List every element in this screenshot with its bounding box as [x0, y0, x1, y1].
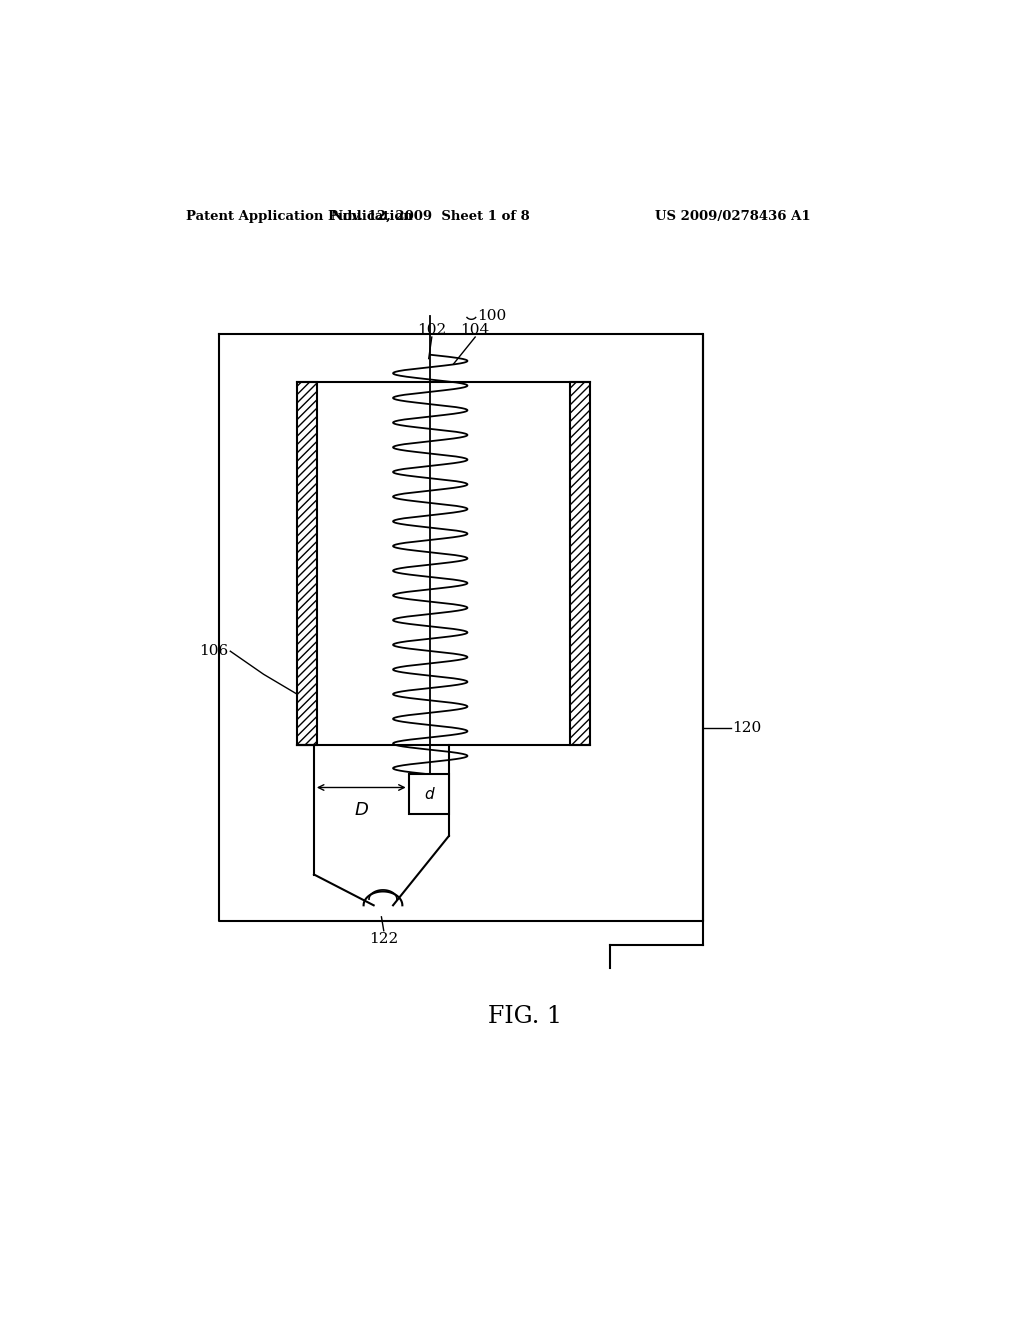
Bar — [569, 381, 590, 744]
Text: 120: 120 — [732, 721, 762, 735]
Bar — [317, 383, 569, 744]
Text: 122: 122 — [369, 932, 398, 946]
Text: d: d — [424, 787, 433, 803]
Text: 104: 104 — [461, 323, 489, 337]
Bar — [297, 381, 317, 744]
Bar — [409, 775, 449, 814]
Text: 102: 102 — [417, 323, 446, 337]
Text: Patent Application Publication: Patent Application Publication — [186, 210, 413, 223]
Text: 106: 106 — [200, 644, 228, 659]
Text: 100: 100 — [477, 309, 506, 323]
Text: D: D — [354, 801, 369, 820]
Text: Nov. 12, 2009  Sheet 1 of 8: Nov. 12, 2009 Sheet 1 of 8 — [331, 210, 529, 223]
Text: US 2009/0278436 A1: US 2009/0278436 A1 — [655, 210, 811, 223]
Text: FIG. 1: FIG. 1 — [487, 1006, 562, 1028]
